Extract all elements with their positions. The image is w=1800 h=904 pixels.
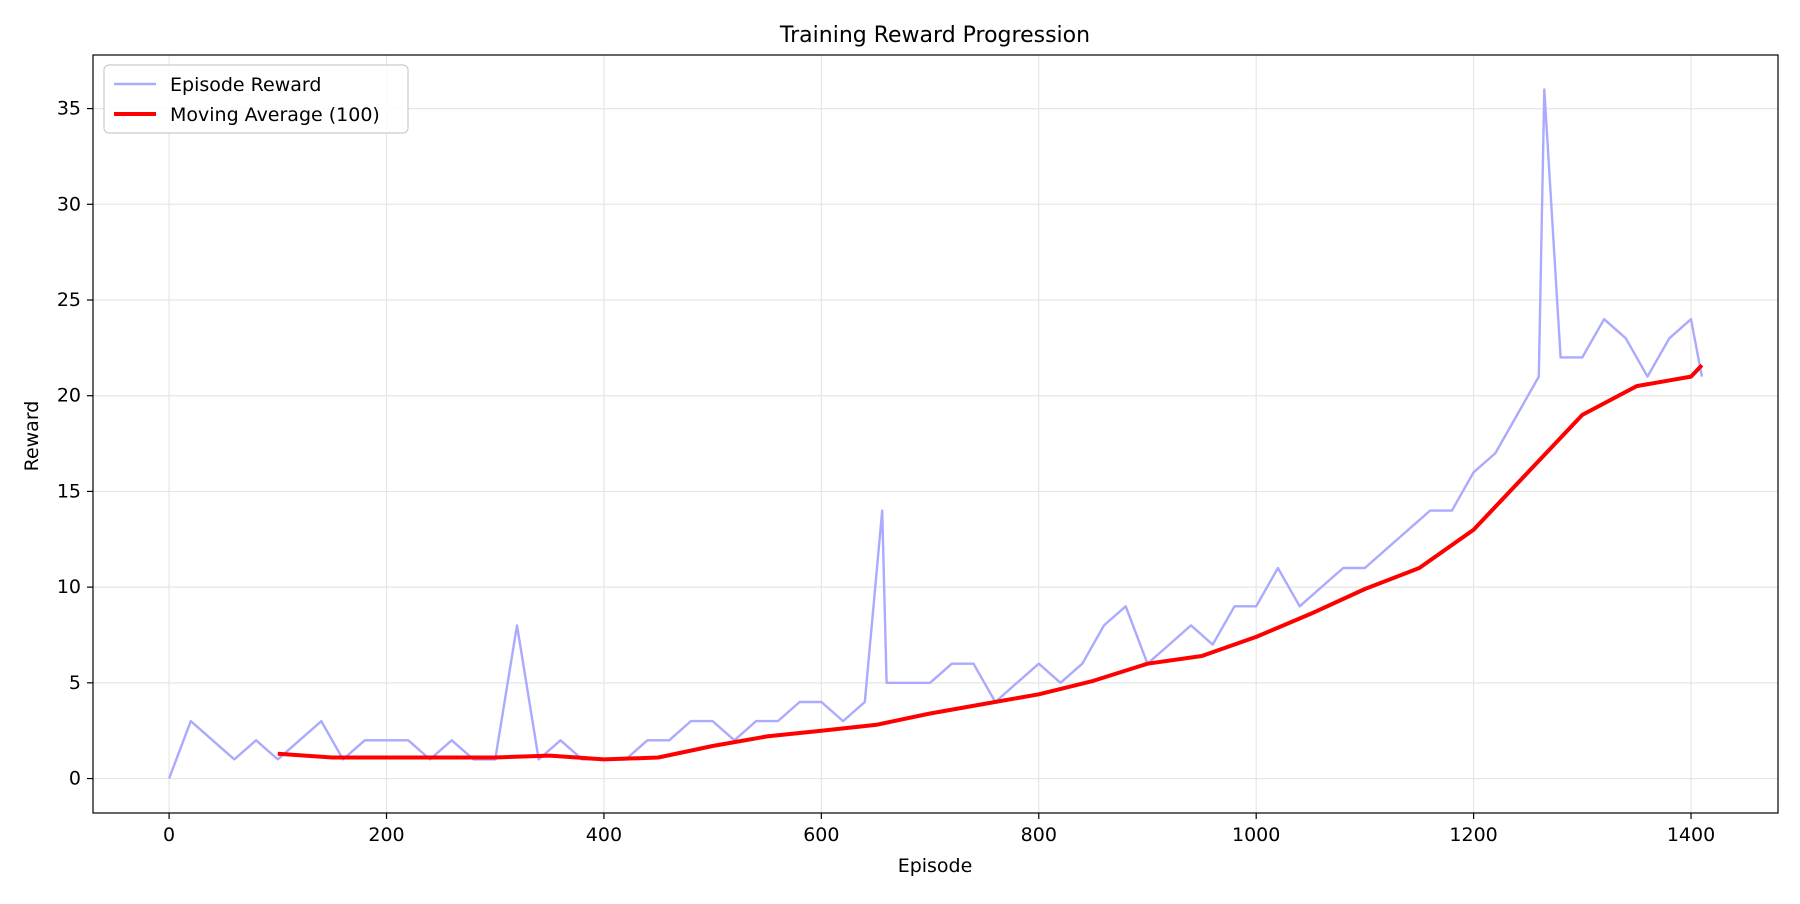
chart-title: Training Reward Progression [779, 23, 1090, 48]
moving-average-line [277, 363, 1704, 762]
legend-label-moving-average: Moving Average (100) [170, 104, 380, 126]
grid-lines [93, 55, 1778, 813]
x-tick-label: 200 [368, 824, 404, 846]
axes-frame [92, 54, 1779, 814]
x-tick-label: 600 [803, 824, 839, 846]
y-axis-ticks: 0 5 10 15 20 25 30 35 [57, 98, 93, 790]
x-tick-label: 1200 [1449, 824, 1497, 846]
x-tick-label: 800 [1021, 824, 1057, 846]
x-tick-label: 400 [586, 824, 622, 846]
y-tick-label: 0 [69, 768, 81, 790]
legend-label-episode-reward: Episode Reward [170, 74, 321, 96]
y-axis-label: Reward [21, 401, 43, 472]
y-tick-label: 25 [57, 289, 81, 311]
y-tick-label: 30 [57, 193, 81, 215]
x-axis-ticks: 0 200 400 600 800 1000 1200 1400 [163, 813, 1715, 846]
x-axis-label: Episode [898, 855, 973, 877]
x-tick-label: 0 [163, 824, 175, 846]
y-tick-label: 10 [57, 576, 81, 598]
legend: Episode Reward Moving Average (100) [103, 64, 409, 134]
series-layer [167, 88, 1704, 779]
x-tick-label: 1000 [1232, 824, 1280, 846]
legend-box [103, 64, 409, 134]
y-tick-label: 15 [57, 480, 81, 502]
x-tick-label: 1400 [1667, 824, 1715, 846]
y-tick-label: 5 [69, 672, 81, 694]
y-tick-label: 35 [57, 98, 81, 120]
y-tick-label: 20 [57, 385, 81, 407]
